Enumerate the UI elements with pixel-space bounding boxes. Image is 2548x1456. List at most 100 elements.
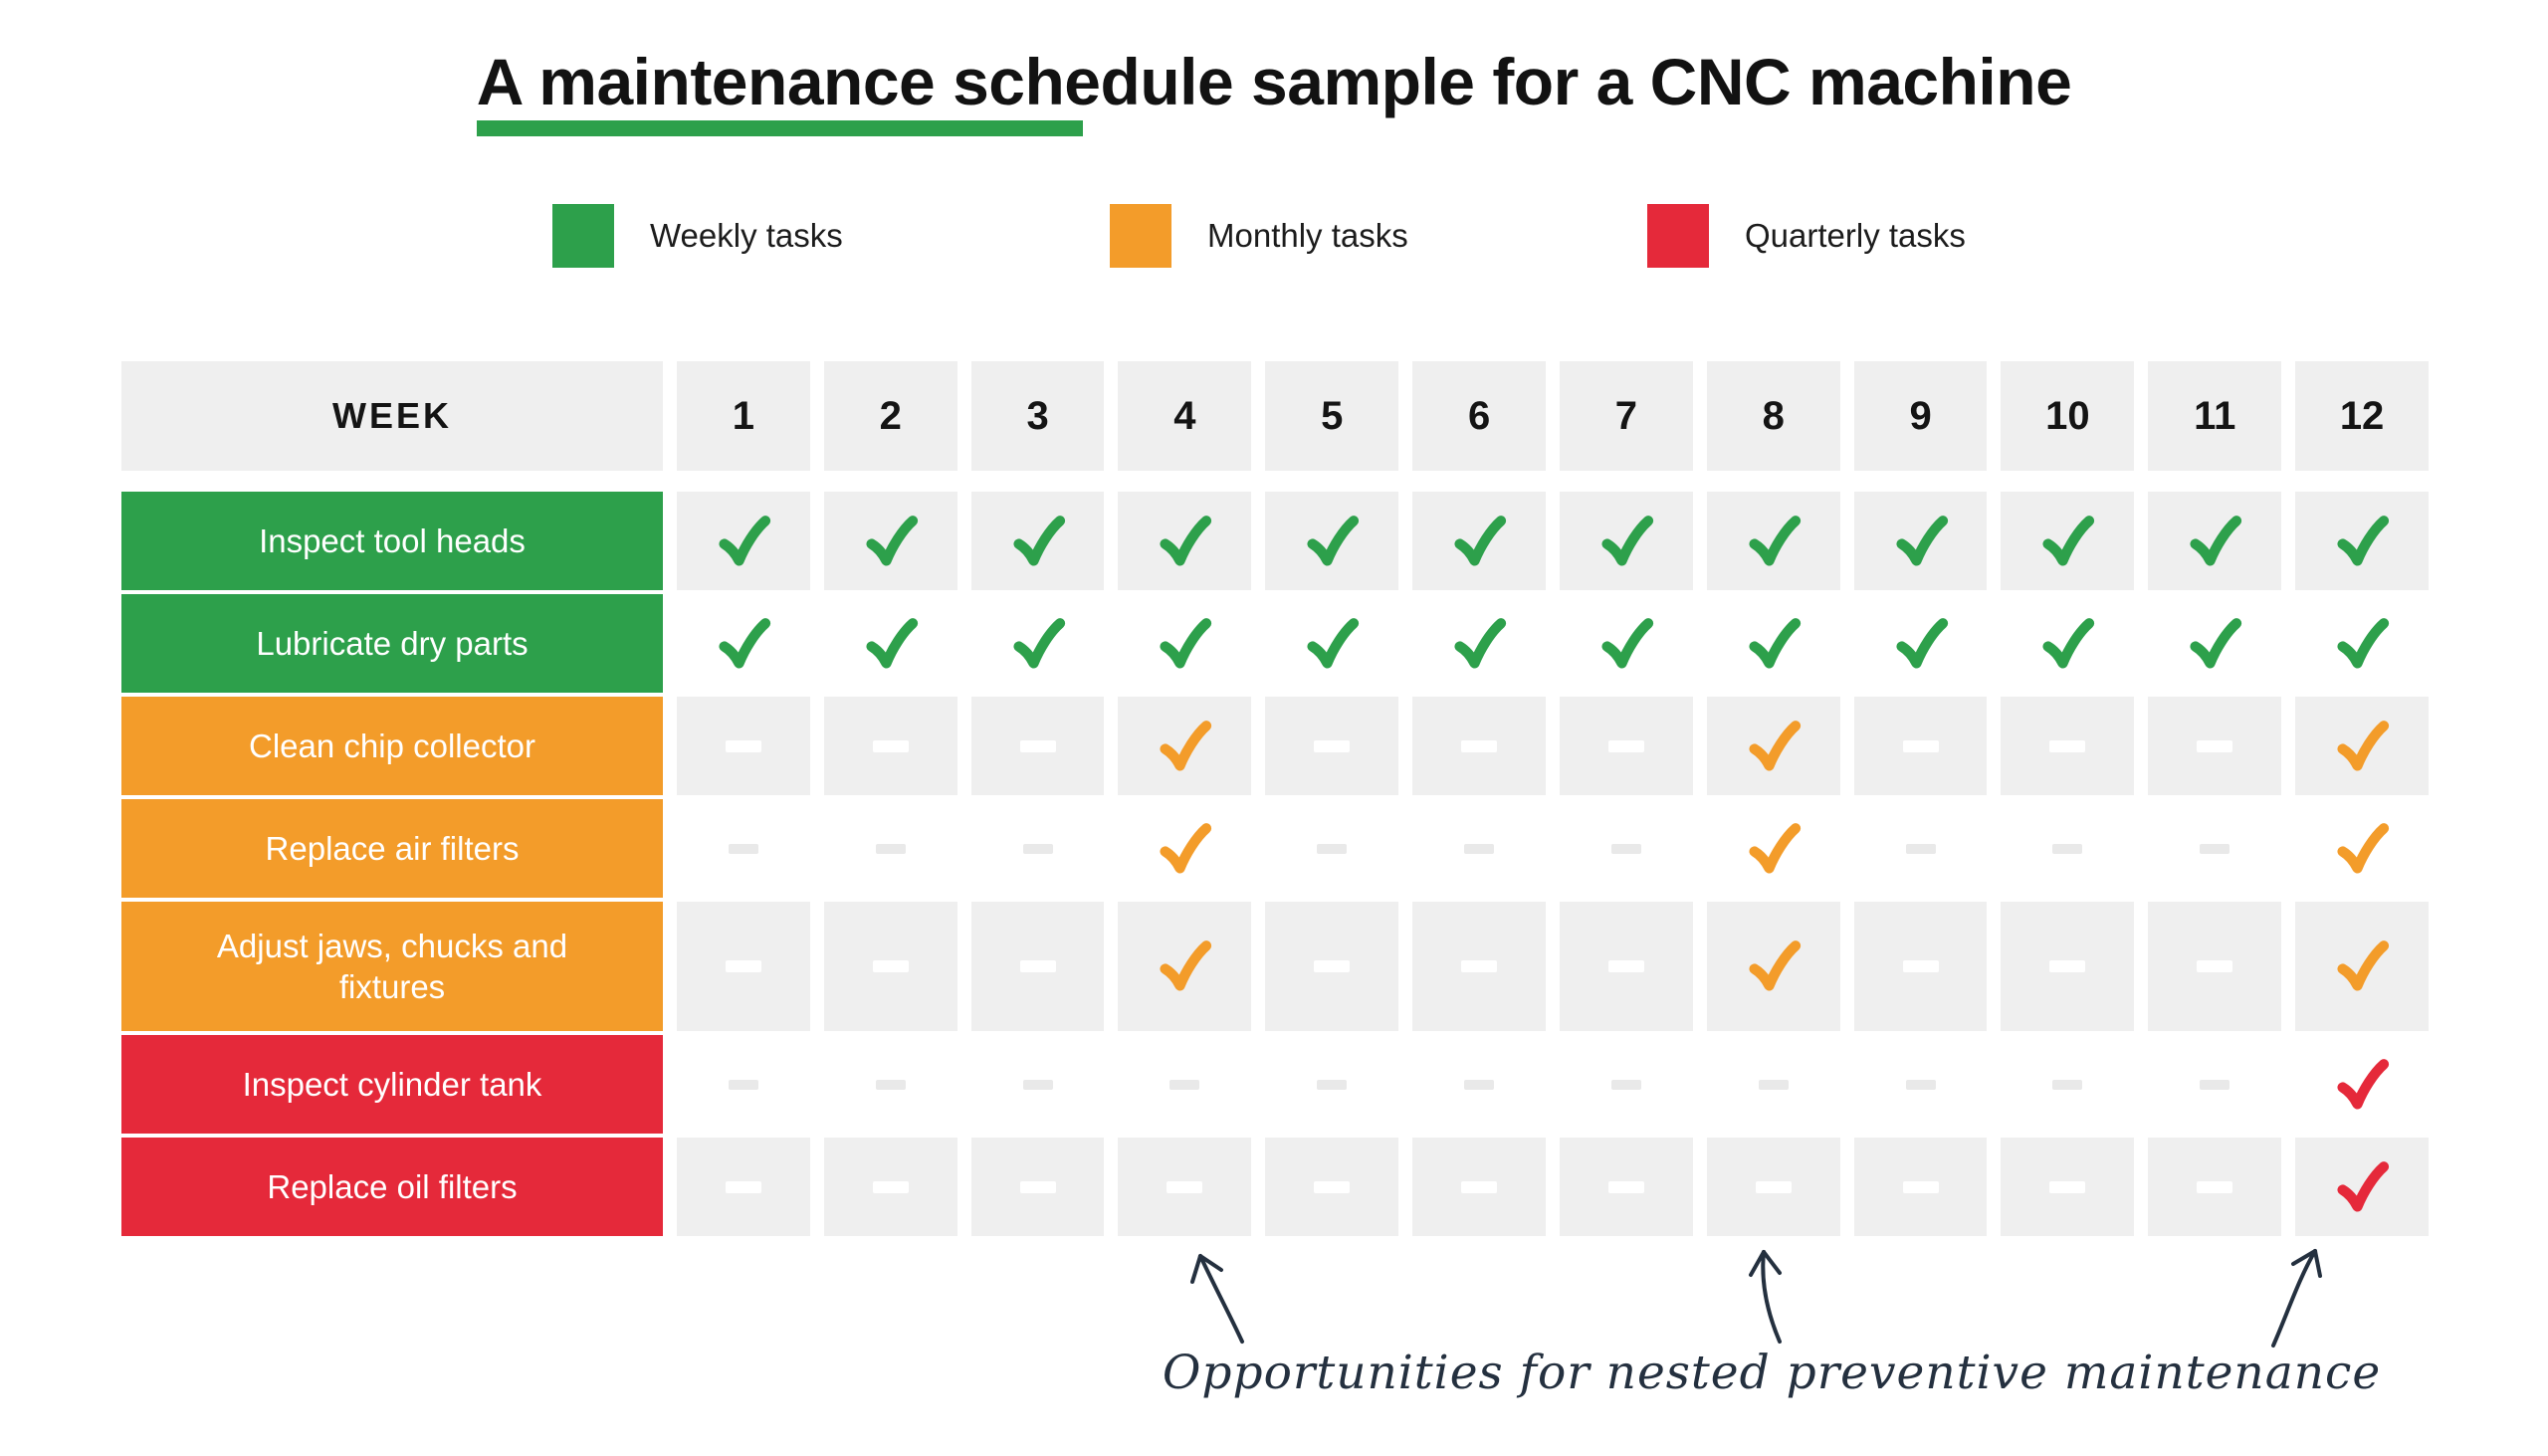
arrow-icon bbox=[2271, 1249, 2317, 1348]
schedule-cell bbox=[823, 1138, 957, 1236]
arrow-icon bbox=[1198, 1254, 1244, 1344]
task-label: Adjust jaws, chucks and fixtures bbox=[121, 902, 663, 1031]
dash-icon bbox=[1902, 739, 1939, 752]
week-number-cell: 6 bbox=[1412, 361, 1546, 471]
schedule-cell bbox=[1118, 1035, 1251, 1134]
schedule-cell bbox=[677, 1138, 810, 1236]
schedule-cell bbox=[970, 492, 1105, 590]
check-icon bbox=[1160, 617, 1212, 669]
dash-icon bbox=[725, 739, 761, 752]
schedule-cell bbox=[2001, 799, 2134, 898]
arrow-head bbox=[1749, 1250, 1766, 1277]
week-number-cell: 2 bbox=[823, 361, 957, 471]
dash-icon bbox=[872, 1180, 909, 1193]
schedule-cell bbox=[1412, 902, 1546, 1031]
week-header-cell: WEEK bbox=[121, 361, 663, 471]
check-icon bbox=[2337, 1058, 2390, 1110]
check-icon bbox=[1896, 617, 1948, 669]
schedule-cell bbox=[970, 902, 1105, 1031]
schedule-cell bbox=[1854, 799, 1988, 898]
arrow-head bbox=[1190, 1254, 1202, 1284]
schedule-cell bbox=[677, 492, 810, 590]
page-title: A maintenance schedule sample for a CNC … bbox=[476, 45, 2072, 118]
schedule-cell bbox=[1118, 902, 1252, 1031]
schedule-cell bbox=[971, 594, 1105, 693]
check-icon bbox=[2042, 617, 2095, 669]
schedule-cell bbox=[823, 902, 957, 1031]
check-icon bbox=[1749, 720, 1801, 771]
schedule-cell bbox=[1265, 799, 1398, 898]
title-underline bbox=[477, 120, 1083, 136]
schedule-cell bbox=[1560, 1035, 1693, 1134]
dash-icon bbox=[1607, 1180, 1644, 1193]
arrow-head bbox=[2291, 1249, 2317, 1266]
arrow-head bbox=[2313, 1249, 2322, 1278]
legend-item: Weekly tasks bbox=[552, 204, 843, 268]
arrow-head bbox=[1762, 1250, 1782, 1275]
dash-icon bbox=[872, 739, 909, 752]
dash-icon bbox=[2197, 739, 2233, 752]
dash-icon bbox=[2200, 1079, 2230, 1090]
check-icon bbox=[1749, 515, 1801, 566]
schedule-cell bbox=[1412, 799, 1546, 898]
schedule-cell bbox=[1265, 1035, 1398, 1134]
legend-swatch bbox=[1110, 204, 1171, 268]
check-icon bbox=[2190, 515, 2242, 566]
dash-icon bbox=[1755, 1180, 1792, 1193]
dash-icon bbox=[2052, 1079, 2083, 1090]
arrow-icon bbox=[1761, 1250, 1782, 1344]
schedule-cell bbox=[2148, 1138, 2282, 1236]
check-icon bbox=[1749, 617, 1801, 669]
check-icon bbox=[1749, 822, 1801, 874]
schedule-cell bbox=[1265, 1138, 1399, 1236]
legend-item: Monthly tasks bbox=[1110, 204, 1408, 268]
arrow-head bbox=[1198, 1254, 1223, 1272]
week-number-cell: 4 bbox=[1118, 361, 1252, 471]
schedule-cell bbox=[1265, 902, 1399, 1031]
check-icon bbox=[1307, 515, 1360, 566]
schedule-cell bbox=[1559, 1138, 1693, 1236]
schedule-cell bbox=[1412, 1035, 1546, 1134]
schedule-cell bbox=[1706, 1138, 1840, 1236]
schedule-body: Inspect tool heads Lubricate dry parts Cle… bbox=[121, 492, 2429, 1236]
schedule-cell bbox=[2001, 594, 2134, 693]
schedule-cell bbox=[677, 902, 810, 1031]
schedule-cell bbox=[2148, 799, 2281, 898]
legend-swatch bbox=[552, 204, 614, 268]
check-icon bbox=[2042, 515, 2095, 566]
schedule-cell bbox=[1853, 1138, 1988, 1236]
check-icon bbox=[1160, 940, 1212, 991]
schedule-cell bbox=[1853, 902, 1988, 1031]
schedule-cell bbox=[1265, 492, 1399, 590]
schedule-cell bbox=[1118, 492, 1252, 590]
schedule-cell bbox=[971, 799, 1105, 898]
schedule-cell bbox=[1854, 594, 1988, 693]
schedule-cell bbox=[2148, 902, 2282, 1031]
legend: Weekly tasks Monthly tasks Quarterly tasks bbox=[0, 204, 2548, 270]
schedule-cell bbox=[1560, 799, 1693, 898]
dash-icon bbox=[1464, 843, 1495, 854]
dash-icon bbox=[875, 1079, 906, 1090]
dash-icon bbox=[875, 843, 906, 854]
check-icon bbox=[1160, 720, 1212, 771]
schedule-cell bbox=[1560, 594, 1693, 693]
schedule-cell bbox=[1412, 492, 1546, 590]
check-icon bbox=[1601, 515, 1654, 566]
dash-icon bbox=[725, 1180, 761, 1193]
schedule-cell bbox=[1707, 799, 1840, 898]
schedule-cell bbox=[2295, 594, 2429, 693]
dash-icon bbox=[1464, 1079, 1495, 1090]
schedule-cell bbox=[824, 1035, 957, 1134]
schedule-cell bbox=[2148, 697, 2282, 795]
dash-icon bbox=[1167, 1180, 1203, 1193]
week-number-cell: 9 bbox=[1853, 361, 1988, 471]
dash-icon bbox=[1317, 843, 1348, 854]
annotation-text: Opportunities for nested preventive main… bbox=[1162, 1346, 2382, 1400]
schedule-cell bbox=[2001, 1138, 2135, 1236]
legend-item: Quarterly tasks bbox=[1647, 204, 1966, 268]
schedule-cell bbox=[1706, 902, 1840, 1031]
schedule-cell bbox=[2295, 1035, 2429, 1134]
dash-icon bbox=[872, 960, 909, 972]
dash-icon bbox=[1461, 960, 1498, 972]
